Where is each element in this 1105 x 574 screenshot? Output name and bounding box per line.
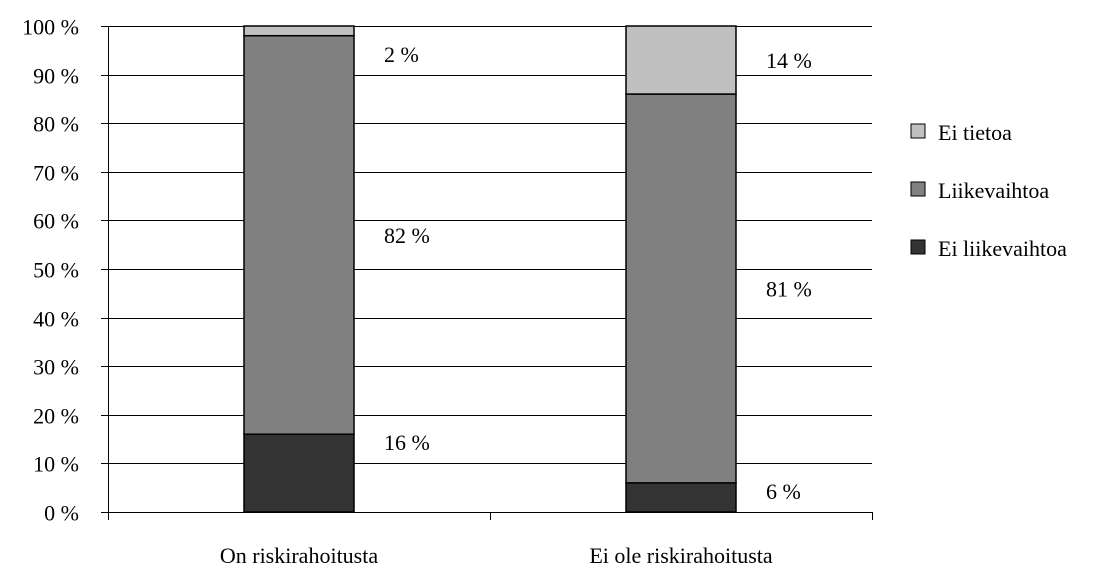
bar-stacks [243,25,737,513]
legend: Ei tietoa Liikevaihtoa Ei liikevaihtoa [910,120,1067,261]
y-tick-label: 80 % [33,112,79,137]
y-tick-label: 0 % [44,501,79,526]
bar-segment-liikevaihtoa [625,93,737,484]
data-label: 81 % [766,276,812,301]
legend-label: Liikevaihtoa [938,178,1049,203]
y-tick-label: 100 % [22,15,79,40]
legend-swatch [910,123,926,139]
y-tick-label: 70 % [33,161,79,186]
data-label: 2 % [384,42,419,67]
legend-swatch [910,181,926,197]
y-tick-label: 50 % [33,258,79,283]
data-label: 16 % [384,430,430,455]
data-label: 82 % [384,223,430,248]
y-tick-label: 90 % [33,64,79,89]
axes [101,26,873,520]
data-label: 14 % [766,48,812,73]
x-category-label: Ei ole riskirahoitusta [589,543,773,568]
y-tick-label: 40 % [33,307,79,332]
bar-segment-ei-tietoa [243,25,355,37]
bar-segment-ei-liikevaihtoa [625,482,737,513]
data-label: 6 % [766,479,801,504]
y-axis-tick-labels: 0 % 10 % 20 % 30 % 40 % 50 % 60 % 70 % 80 % 90 % 1… [22,15,79,526]
data-labels: 16 % 82 % 2 % 6 % 81 % 14 % [384,42,812,504]
y-tick-label: 30 % [33,355,79,380]
y-tick-label: 10 % [33,452,79,477]
bar-segment-ei-tietoa [625,25,737,95]
gridlines [108,26,872,464]
legend-label: Ei tietoa [938,120,1012,145]
y-tick-label: 20 % [33,404,79,429]
bar-segment-ei-liikevaihtoa [243,433,355,513]
legend-label: Ei liikevaihtoa [938,236,1067,261]
y-tick-label: 60 % [33,209,79,234]
x-axis-category-labels: On riskirahoitusta Ei ole riskirahoitusta [220,543,773,568]
bar-segment-liikevaihtoa [243,34,355,435]
legend-swatch [910,239,926,255]
x-category-label: On riskirahoitusta [220,543,378,568]
